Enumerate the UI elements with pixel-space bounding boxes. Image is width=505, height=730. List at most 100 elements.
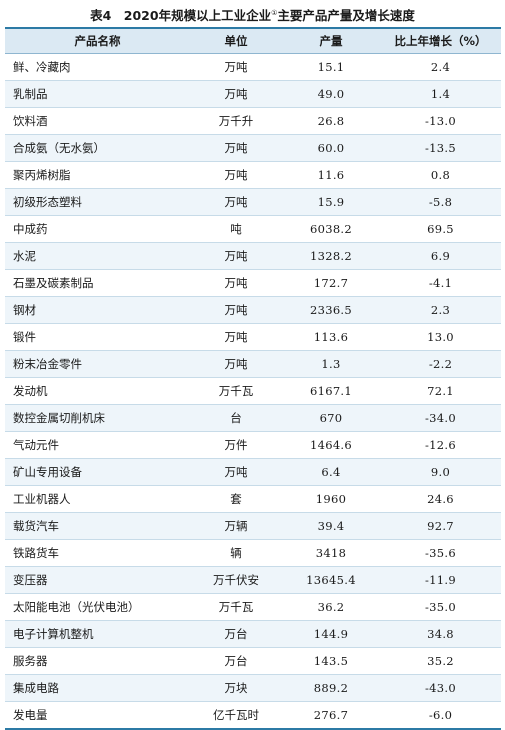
- product-name-cell: 工业机器人: [5, 485, 190, 513]
- table-body: 鲜、冷藏肉 万吨 15.1 2.4 乳制品 万吨 49.0 1.4 饮料酒 万千升 26.8 -13.…: [5, 53, 501, 730]
- unit-cell: 万千升: [190, 107, 282, 135]
- table-row: 电子计算机整机 万台 144.9 34.8: [5, 620, 501, 648]
- growth-cell: -34.0: [380, 404, 501, 432]
- product-name-cell: 变压器: [5, 566, 190, 594]
- output-cell: 11.6: [282, 161, 380, 189]
- unit-cell: 万千瓦: [190, 377, 282, 405]
- product-name-cell: 水泥: [5, 242, 190, 270]
- output-cell: 6.4: [282, 458, 380, 486]
- unit-cell: 万吨: [190, 53, 282, 81]
- product-name-cell: 鲜、冷藏肉: [5, 53, 190, 81]
- unit-cell: 万吨: [190, 134, 282, 162]
- output-cell: 26.8: [282, 107, 380, 135]
- table-row: 铁路货车辆 3418 -35.6: [5, 539, 501, 567]
- table-row: 粉末冶金零件 万吨 1.3 -2.2: [5, 350, 501, 378]
- growth-cell: 72.1: [380, 377, 501, 405]
- unit-cell: 万吨: [190, 269, 282, 297]
- footnote-marker: ①: [271, 9, 278, 17]
- product-name-cell: 矿山专用设备: [5, 458, 190, 486]
- growth-cell: 2.4: [380, 53, 501, 81]
- unit-cell: 万件: [190, 431, 282, 459]
- table-row: 数控金属切削机床台 670 -34.0: [5, 404, 501, 432]
- output-cell: 670: [282, 404, 380, 432]
- output-cell: 1960: [282, 485, 380, 513]
- output-cell: 6038.2: [282, 215, 380, 243]
- header-output: 产量: [282, 28, 380, 54]
- output-cell: 60.0: [282, 134, 380, 162]
- product-name-cell: 中成药: [5, 215, 190, 243]
- growth-cell: 1.4: [380, 80, 501, 108]
- product-name-cell: 集成电路: [5, 674, 190, 702]
- product-name-cell: 初级形态塑料: [5, 188, 190, 216]
- unit-cell: 万吨: [190, 80, 282, 108]
- output-cell: 49.0: [282, 80, 380, 108]
- output-cell: 113.6: [282, 323, 380, 351]
- output-cell: 1328.2: [282, 242, 380, 270]
- table-row: 鲜、冷藏肉 万吨 15.1 2.4: [5, 53, 501, 81]
- growth-cell: -6.0: [380, 701, 501, 730]
- table-row: 气动元件 万件 1464.6 -12.6: [5, 431, 501, 459]
- growth-cell: -35.0: [380, 593, 501, 621]
- growth-cell: -13.5: [380, 134, 501, 162]
- product-name-cell: 石墨及碳素制品: [5, 269, 190, 297]
- growth-cell: 69.5: [380, 215, 501, 243]
- output-cell: 39.4: [282, 512, 380, 540]
- unit-cell: 台: [190, 404, 282, 432]
- unit-cell: 万台: [190, 620, 282, 648]
- product-name-cell: 发动机: [5, 377, 190, 405]
- header-row: 产品名称 单位 产量 比上年增长（%）: [5, 28, 501, 54]
- growth-cell: 24.6: [380, 485, 501, 513]
- product-name-cell: 聚丙烯树脂: [5, 161, 190, 189]
- output-cell: 15.1: [282, 53, 380, 81]
- output-cell: 15.9: [282, 188, 380, 216]
- table-row: 合成氨（无水氨） 万吨 60.0 -13.5: [5, 134, 501, 162]
- output-cell: 143.5: [282, 647, 380, 675]
- table-row: 水泥 万吨 1328.2 6.9: [5, 242, 501, 270]
- unit-cell: 万吨: [190, 458, 282, 486]
- product-name-cell: 铁路货车: [5, 539, 190, 567]
- table-row: 聚丙烯树脂 万吨 11.6 0.8: [5, 161, 501, 189]
- table-row: 发电量 亿千瓦时 276.7 -6.0: [5, 701, 501, 730]
- product-name-cell: 服务器: [5, 647, 190, 675]
- product-name-cell: 饮料酒: [5, 107, 190, 135]
- unit-cell: 亿千瓦时: [190, 701, 282, 730]
- product-name-cell: 太阳能电池（光伏电池）: [5, 593, 190, 621]
- header-unit: 单位: [190, 28, 282, 54]
- product-name-cell: 锻件: [5, 323, 190, 351]
- product-output-table: 产品名称 单位 产量 比上年增长（%） 鲜、冷藏肉 万吨 15.1 2.4 乳制品 万吨 4…: [5, 27, 501, 730]
- output-cell: 2336.5: [282, 296, 380, 324]
- table-row: 工业机器人套 1960 24.6: [5, 485, 501, 513]
- growth-cell: -5.8: [380, 188, 501, 216]
- table-row: 变压器 万千伏安 13645.4 -11.9: [5, 566, 501, 594]
- output-cell: 889.2: [282, 674, 380, 702]
- unit-cell: 万吨: [190, 350, 282, 378]
- table-row: 服务器 万台 143.5 35.2: [5, 647, 501, 675]
- header-product-name: 产品名称: [5, 28, 190, 54]
- output-cell: 1464.6: [282, 431, 380, 459]
- product-name-cell: 数控金属切削机床: [5, 404, 190, 432]
- table-row: 中成药吨 6038.2 69.5: [5, 215, 501, 243]
- output-cell: 144.9: [282, 620, 380, 648]
- table-row: 载货汽车 万辆 39.4 92.7: [5, 512, 501, 540]
- unit-cell: 万块: [190, 674, 282, 702]
- growth-cell: -2.2: [380, 350, 501, 378]
- table-row: 锻件 万吨 113.6 13.0: [5, 323, 501, 351]
- unit-cell: 万台: [190, 647, 282, 675]
- growth-cell: -35.6: [380, 539, 501, 567]
- output-cell: 36.2: [282, 593, 380, 621]
- unit-cell: 万吨: [190, 323, 282, 351]
- unit-cell: 万千瓦: [190, 593, 282, 621]
- table-title-suffix: 主要产品产量及增长速度: [277, 8, 415, 24]
- product-name-cell: 载货汽车: [5, 512, 190, 540]
- product-name-cell: 乳制品: [5, 80, 190, 108]
- growth-cell: -43.0: [380, 674, 501, 702]
- unit-cell: 万吨: [190, 242, 282, 270]
- growth-cell: 9.0: [380, 458, 501, 486]
- growth-cell: 92.7: [380, 512, 501, 540]
- growth-cell: -4.1: [380, 269, 501, 297]
- growth-cell: 6.9: [380, 242, 501, 270]
- growth-cell: 2.3: [380, 296, 501, 324]
- unit-cell: 万辆: [190, 512, 282, 540]
- table-row: 矿山专用设备 万吨 6.4 9.0: [5, 458, 501, 486]
- table-title: 表4 2020年规模以上工业企业①主要产品产量及增长速度: [0, 0, 505, 26]
